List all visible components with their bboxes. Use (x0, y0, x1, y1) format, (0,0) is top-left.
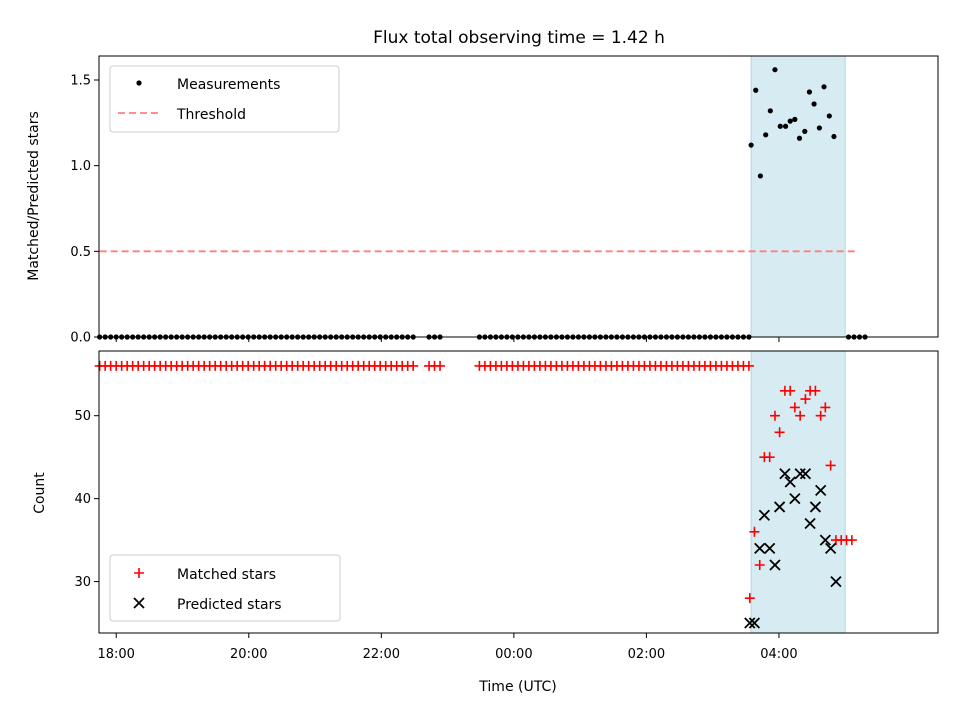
count-y-label: Count (32, 472, 48, 514)
count-x-ticks: 18:00 20:00 22:00 00:00 02:00 04:00 (97, 633, 798, 662)
predicted-star-point (748, 617, 761, 629)
measurement-point (802, 128, 808, 134)
legend-measurements-label: Measurements (177, 77, 280, 93)
legend-matched-label: Matched stars (177, 567, 276, 583)
predicted-star-point (769, 559, 781, 571)
x-tick-label: 22:00 (363, 647, 400, 662)
legend-measurements-marker (136, 80, 142, 86)
measurement-point (757, 173, 763, 179)
measurement-point (816, 125, 822, 131)
legend-matched-marker (134, 568, 144, 578)
ratio-legend: Measurements Threshold (109, 65, 340, 133)
matched-star-point (749, 526, 760, 537)
legend-box (109, 554, 341, 622)
matched-star-point (795, 410, 806, 421)
matched-star-point (744, 593, 755, 604)
predicted-star-point (804, 517, 816, 530)
y-tick-label: 30 (74, 575, 91, 590)
predicted-star-point (809, 501, 822, 513)
ratio-panel: 0.0 0.5 1.0 1.5 Matched/Predicted stars Mea… (26, 55, 939, 346)
predicted-star-point (825, 542, 837, 555)
x-tick-label: 02:00 (628, 647, 665, 662)
matched-star-point (846, 535, 857, 546)
x-tick-label: 04:00 (760, 647, 797, 662)
predicted-star-point (799, 468, 812, 480)
measurement-point (821, 84, 827, 90)
matched-star-point (754, 559, 765, 570)
matched-star-point (815, 410, 826, 421)
measurement-point (767, 108, 773, 114)
matched-star-point (825, 460, 836, 471)
measurement-point (763, 132, 769, 138)
matched-star-point (810, 385, 821, 396)
legend-predicted-label: Predicted stars (177, 597, 282, 613)
measurement-point (777, 123, 783, 129)
predicted-star-point (784, 476, 796, 488)
predicted-star-point (794, 468, 806, 480)
matched-star-point (769, 410, 780, 421)
y-tick-label: 40 (74, 492, 91, 507)
predicted-star-point (773, 501, 786, 513)
y-tick-label: 50 (74, 409, 91, 424)
observing-span-bottom (750, 350, 846, 634)
measurement-point (826, 113, 832, 119)
y-tick-label: 1.0 (70, 159, 91, 174)
count-axes-frame (98, 350, 939, 634)
ratio-y-label: Matched/Predicted stars (26, 111, 42, 281)
ratio-y-ticks: 0.0 0.5 1.0 1.5 (70, 73, 99, 346)
predicted-star-point (779, 468, 791, 480)
predicted-star-point (754, 542, 766, 555)
predicted-star-point (815, 484, 827, 496)
observing-span-top (750, 55, 846, 338)
y-tick-label: 0.5 (70, 245, 91, 260)
matched-star-point (743, 360, 754, 371)
count-panel: 30 40 50 18:00 20:00 22:00 00:00 02:00 04:00 Co… (32, 350, 939, 662)
matched-star-point (408, 360, 419, 371)
measurement-point (792, 116, 798, 122)
x-tick-label: 00:00 (495, 647, 532, 662)
y-tick-label: 1.5 (70, 73, 91, 88)
matched-star-point (435, 360, 446, 371)
count-y-ticks: 30 40 50 (74, 409, 99, 590)
y-tick-label: 0.0 (70, 331, 91, 346)
legend-box (109, 65, 340, 133)
measurement-point (811, 101, 817, 107)
matched-star-point (789, 402, 800, 413)
predicted-star-point (830, 575, 842, 588)
measurement-point (753, 87, 759, 93)
chart-title: Flux total observing time = 1.42 h (373, 28, 665, 48)
count-legend: Matched stars Predicted stars (109, 554, 341, 622)
legend-predicted-marker (133, 597, 145, 609)
measurement-point (782, 123, 789, 129)
predicted-star-point (758, 509, 771, 521)
matched-star-point (800, 394, 811, 405)
matched-star-point (774, 427, 785, 438)
matched-star-point (785, 385, 796, 396)
predicted-star-point (819, 534, 831, 546)
count-marks (94, 360, 857, 629)
x-tick-label: 18:00 (97, 647, 134, 662)
legend-threshold-label: Threshold (176, 107, 246, 123)
x-axis-label: Time (UTC) (478, 679, 556, 695)
measurement-point (787, 118, 793, 124)
predicted-star-point (764, 542, 776, 555)
measurement-point (772, 67, 778, 73)
measurement-point (806, 89, 813, 95)
ratio-x-ticks (115, 337, 780, 342)
measurement-point (796, 135, 803, 141)
x-tick-label: 20:00 (230, 647, 267, 662)
matched-star-point (764, 452, 775, 463)
ratio-axes-frame (98, 55, 939, 338)
matched-star-point (820, 402, 831, 413)
measurement-point (831, 133, 837, 140)
measurement-point (748, 142, 754, 148)
predicted-star-point (744, 617, 756, 629)
predicted-star-point (789, 492, 801, 505)
